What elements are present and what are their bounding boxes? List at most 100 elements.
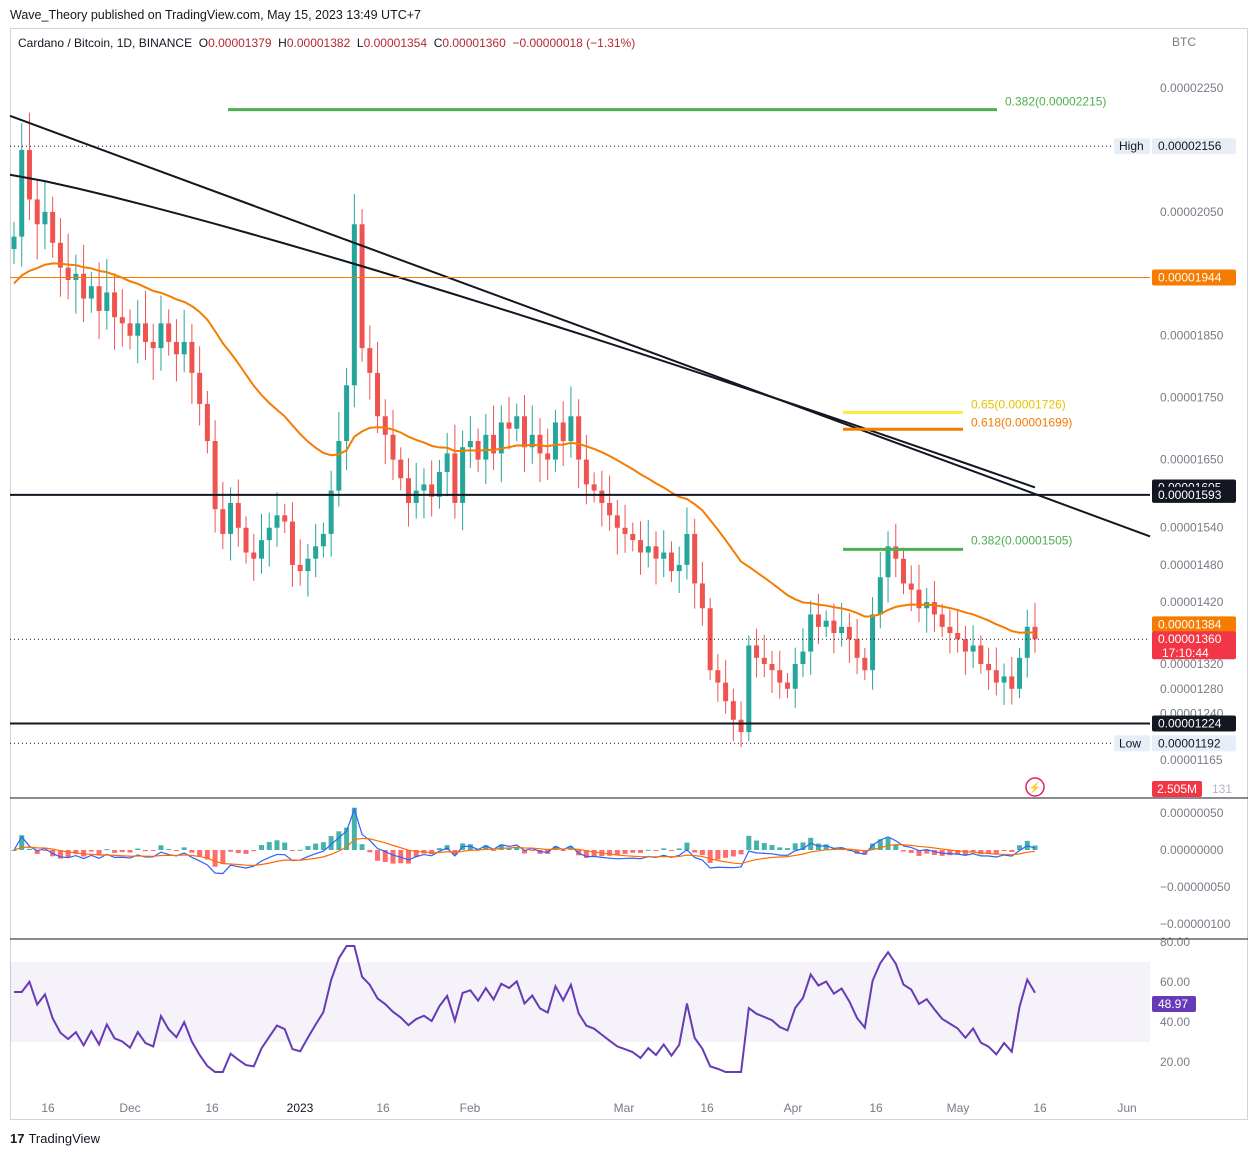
candle-body	[560, 422, 566, 442]
candle-body	[885, 546, 891, 578]
macd-histogram-bar	[800, 842, 806, 850]
macd-histogram-bar	[390, 850, 396, 864]
macd-histogram-bar	[491, 850, 497, 851]
macd-histogram-bar	[73, 850, 79, 854]
price-label-bg	[1152, 631, 1236, 660]
macd-histogram-bar	[127, 850, 133, 853]
macd-histogram-bar	[769, 844, 775, 850]
candle-body	[738, 719, 744, 733]
candle-body	[197, 372, 203, 404]
candle-body	[96, 286, 102, 311]
macd-histogram-bar	[498, 844, 504, 850]
candle-body	[931, 602, 937, 615]
candle-body	[955, 633, 961, 640]
candle-body	[1032, 626, 1038, 640]
macd-histogram-bar	[622, 850, 628, 854]
macd-histogram-bar	[344, 827, 350, 850]
rsi-tick-label: 60.00	[1160, 975, 1190, 989]
candle-body	[676, 564, 682, 572]
candle-body	[545, 453, 551, 460]
candle-body	[436, 472, 442, 497]
macd-histogram-bar	[870, 843, 876, 850]
rsi-line	[14, 945, 1036, 1073]
x-tick-label: Feb	[460, 1101, 481, 1115]
rsi-band	[10, 962, 1150, 1042]
candle-body	[127, 323, 133, 336]
low-value: 0.00001354	[363, 36, 428, 50]
macd-histogram-bar	[220, 850, 226, 864]
macd-histogram-bar	[908, 850, 914, 853]
macd-histogram-bar	[1009, 850, 1015, 852]
price-label-value: 0.00001593	[1158, 488, 1222, 502]
price-tag-label: Low	[1119, 736, 1141, 750]
candle-body	[862, 657, 868, 671]
price-label-bg	[1152, 715, 1236, 732]
candle-body	[529, 434, 535, 448]
price-label-value: 0.00001192	[1158, 736, 1221, 750]
rsi-tick-label: 20.00	[1160, 1055, 1190, 1069]
macd-histogram-bar	[243, 850, 249, 854]
candle-body	[50, 211, 56, 243]
macd-histogram-bar	[560, 850, 566, 851]
macd-histogram-bar	[885, 837, 891, 850]
candle-body	[607, 502, 613, 516]
candle-body	[266, 527, 272, 541]
y-tick-label: 0.00001480	[1160, 558, 1224, 572]
macd-histogram-bar	[135, 848, 141, 850]
macd-histogram-bar	[638, 850, 644, 853]
macd-histogram-bar	[661, 848, 667, 850]
candle-body	[1024, 626, 1030, 658]
price-tag-bg	[1114, 138, 1150, 155]
y-tick-label: 0.00001650	[1160, 453, 1224, 467]
candle-body	[939, 614, 945, 627]
fib-label: 0.65(0.00001726)	[971, 398, 1066, 412]
candle-body	[359, 224, 365, 349]
y-tick-label: 0.00001850	[1160, 329, 1224, 343]
candle-body	[769, 664, 775, 671]
candle-body	[668, 552, 674, 572]
candle-body	[460, 447, 466, 503]
candle-body	[962, 639, 968, 652]
candle-body	[761, 657, 767, 664]
macd-histogram-bar	[359, 844, 365, 850]
macd-histogram-bar	[212, 850, 218, 867]
candle-body	[88, 286, 94, 299]
candle-body	[877, 577, 883, 615]
candle-body	[692, 533, 698, 584]
macd-histogram-bar	[962, 850, 968, 856]
macd-histogram-bar	[142, 850, 148, 852]
candle-body	[243, 527, 249, 553]
candle-body	[591, 484, 597, 491]
macd-histogram-bar	[792, 843, 798, 850]
candle-body	[1009, 676, 1015, 689]
macd-histogram-bar	[854, 850, 860, 854]
x-tick-label: Dec	[119, 1101, 140, 1115]
macd-histogram-bar	[614, 850, 620, 856]
candle-body	[274, 515, 280, 528]
volume-label: 2.505M	[1157, 782, 1197, 796]
close-value: 0.00001360	[442, 36, 506, 50]
macd-tick-label: −0.00000050	[1160, 880, 1231, 894]
candle-body	[831, 620, 837, 634]
flash-icon-glyph: ⚡	[1029, 781, 1041, 794]
macd-histogram-bar	[81, 850, 87, 857]
candle-body	[846, 626, 852, 640]
candle-body	[57, 242, 63, 268]
chart-frame	[10, 28, 1248, 1120]
rsi-tick-label: 80.00	[1160, 935, 1190, 949]
candle-body	[792, 664, 798, 689]
macd-histogram-bar	[96, 850, 102, 855]
macd-histogram-bar	[228, 850, 234, 852]
price-label-bg	[1152, 616, 1236, 633]
macd-histogram-bar	[970, 850, 976, 853]
price-tag-bg	[1114, 735, 1150, 752]
candle-body	[754, 645, 760, 658]
macd-histogram-bar	[583, 850, 589, 858]
macd-histogram-bar	[815, 843, 821, 850]
candle-body	[522, 416, 527, 448]
candle-body	[715, 670, 721, 683]
x-tick-label: 2023	[287, 1101, 314, 1115]
candle-body	[1001, 676, 1007, 683]
macd-histogram-bar	[901, 850, 907, 852]
